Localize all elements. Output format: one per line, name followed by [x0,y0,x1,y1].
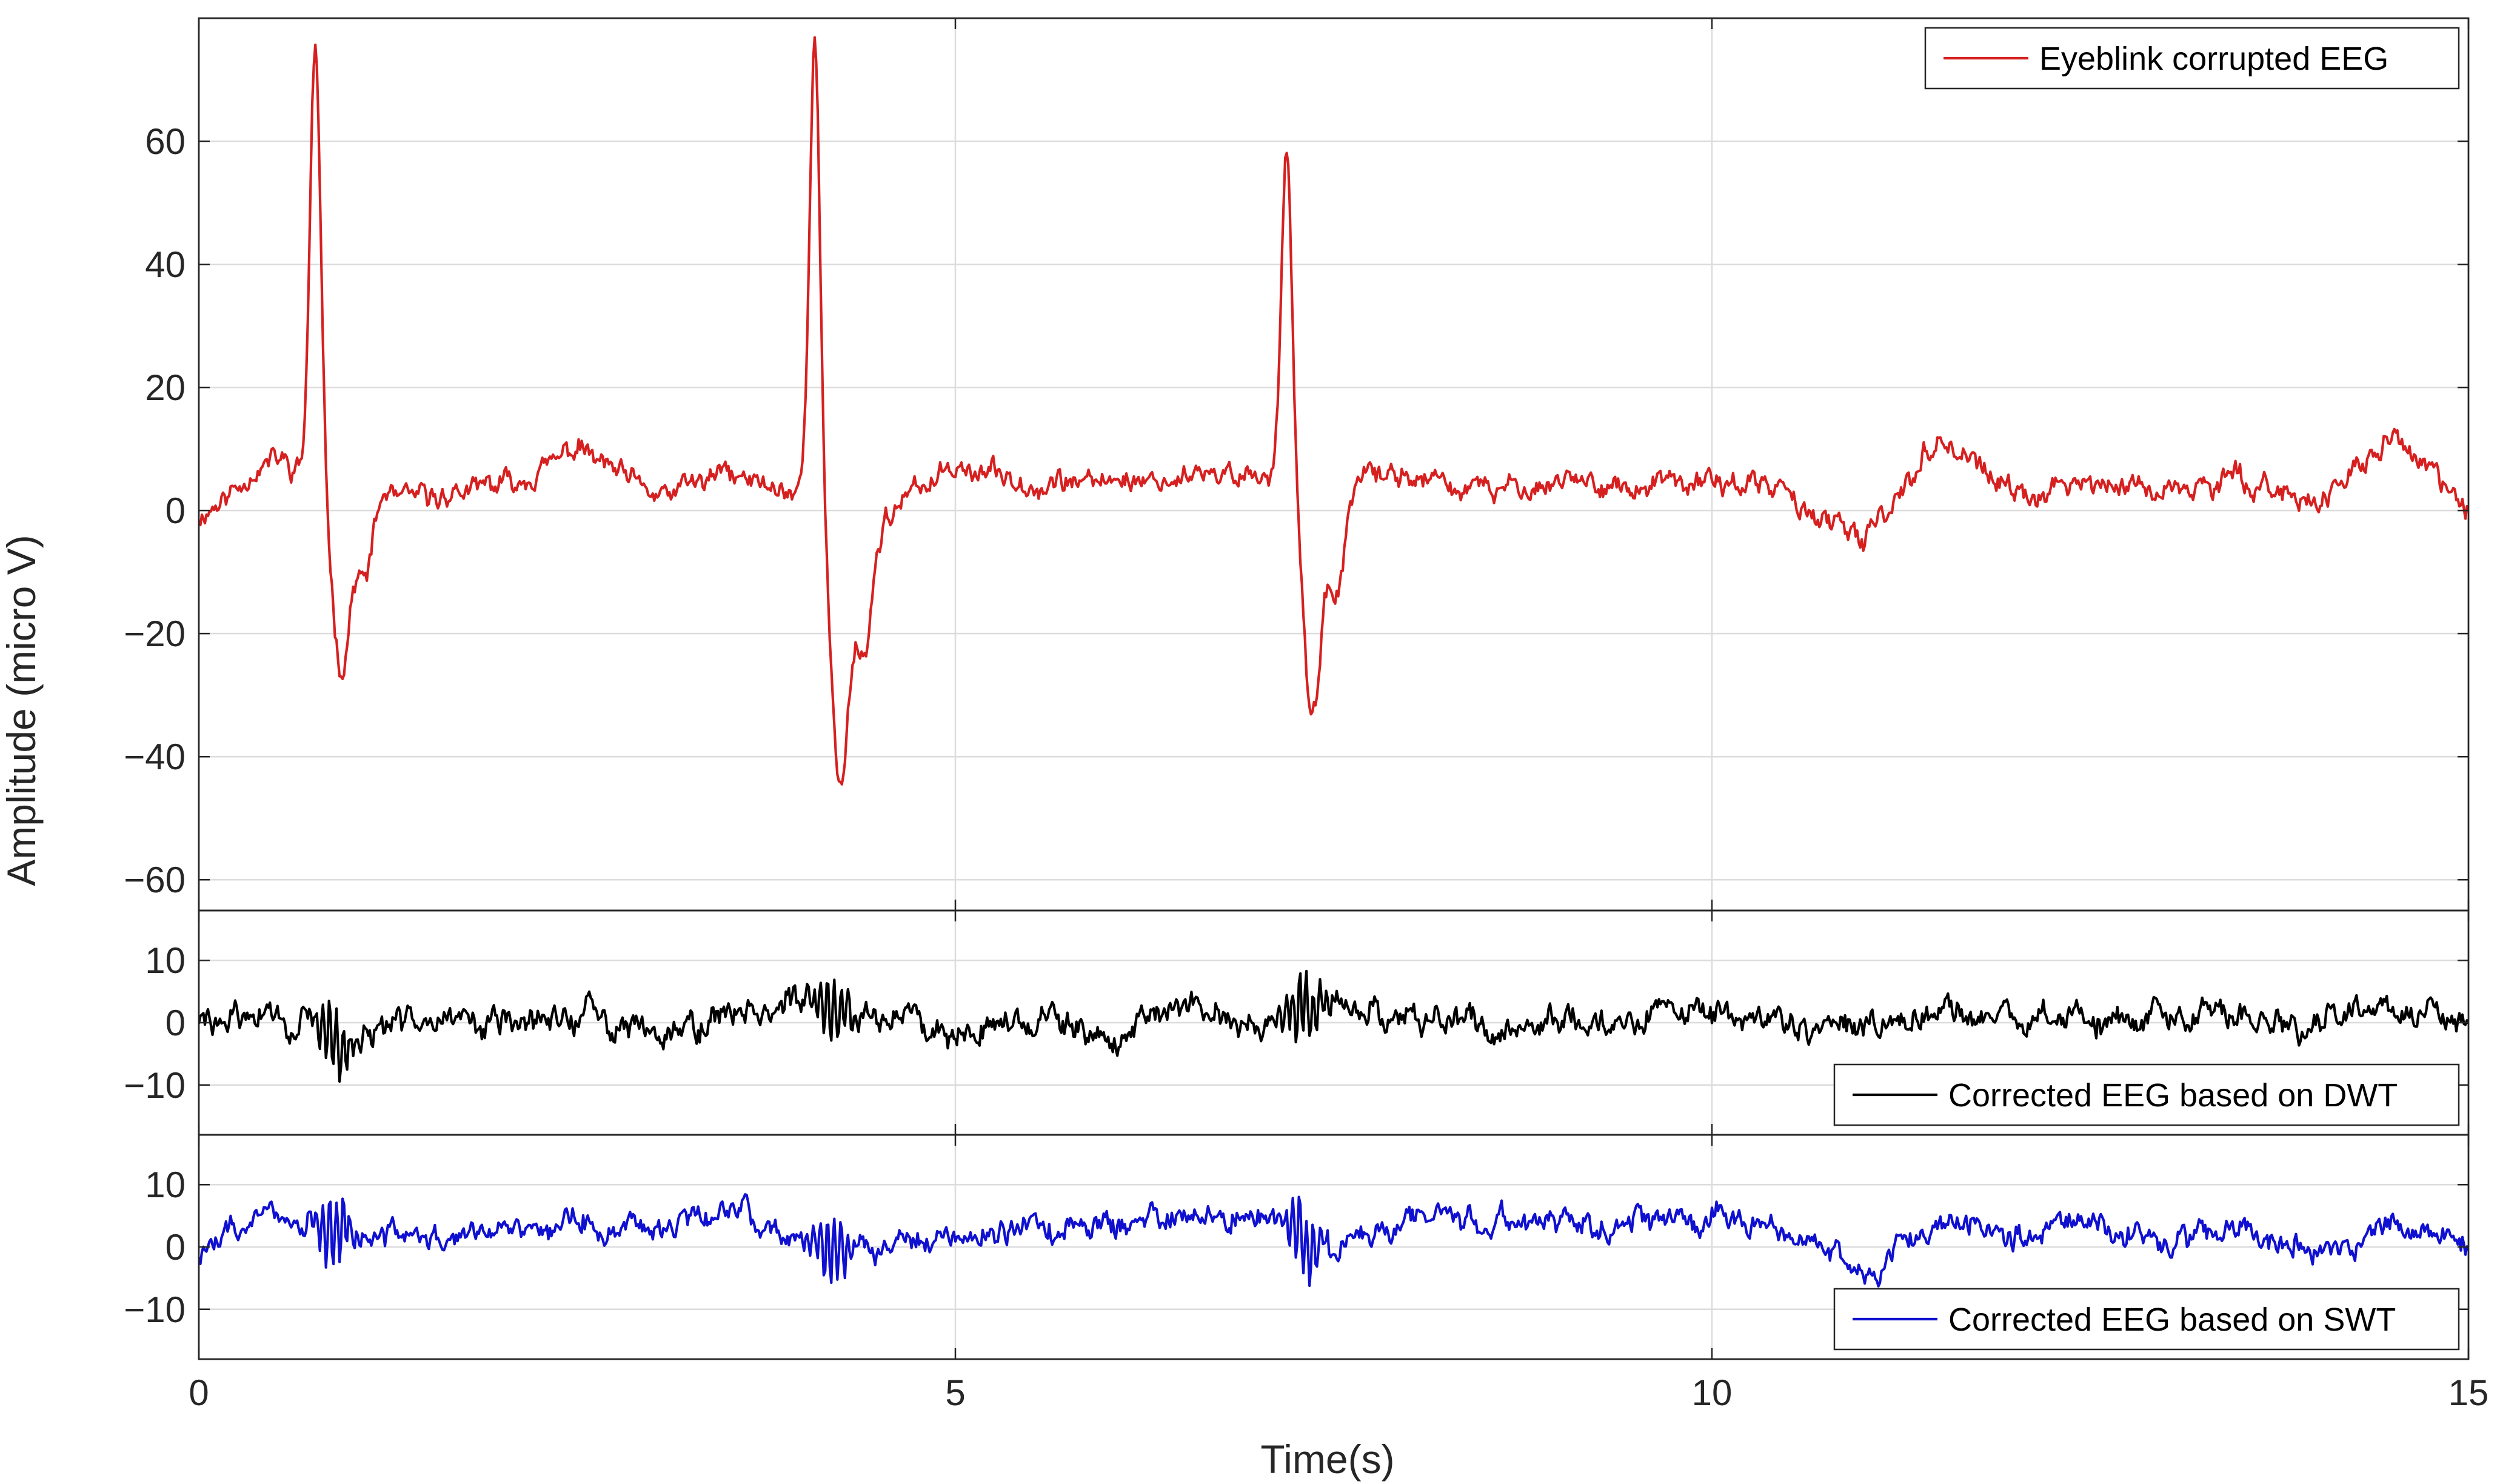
y-tick-label: −60 [124,860,185,900]
panel-corrupted: −60 −40 −20 0 20 40 60 Eyeblink corrupted EEG [124,17,2470,912]
legend-box [1833,1063,2460,1126]
y-tick-label: 20 [145,367,185,408]
x-tick-label: 5 [945,1372,965,1413]
y-tick-label: −40 [124,737,185,777]
y-tick-label: 10 [145,940,185,981]
legend: Corrected EEG based on DWT [1833,1063,2460,1126]
y-tick-label: 0 [165,490,185,531]
series-line-swt [199,1193,2468,1288]
series-line-dwt [199,969,2468,1083]
y-tick-label: −10 [124,1065,185,1106]
legend-label: Corrected EEG based on DWT [1948,1077,2398,1114]
y-tick-label: −20 [124,613,185,654]
legend-label: Corrected EEG based on SWT [1948,1302,2396,1338]
x-tick-label: 15 [2448,1372,2489,1413]
y-tick-label: 10 [145,1165,185,1205]
legend: Corrected EEG based on SWT [1833,1288,2460,1351]
panel-dwt: −10 0 10 Corrected EEG based on DWT [124,909,2470,1136]
y-tick-label: −10 [124,1289,185,1330]
panel-swt: −10 0 10 Corrected EEG based on SWT [124,1134,2470,1360]
x-tick-label: 0 [189,1372,209,1413]
x-axis-label: Time(s) [1260,1437,1394,1482]
y-tick-label: 40 [145,244,185,285]
y-tick-label: 0 [165,1003,185,1043]
axes-box [198,17,2470,912]
legend: Eyeblink corrupted EEG [1924,27,2460,90]
series-line-corrupted [199,36,2468,786]
y-tick-label: 60 [145,121,185,162]
axes-box [198,1134,2470,1360]
legend-label: Eyeblink corrupted EEG [2039,41,2388,77]
y-tick-label: 0 [165,1227,185,1268]
x-axis: 0 5 10 15 [189,1372,2488,1413]
legend-box [1833,1288,2460,1351]
y-axis-label: Amplitude (micro V) [0,535,44,886]
x-tick-label: 10 [1692,1372,1733,1413]
